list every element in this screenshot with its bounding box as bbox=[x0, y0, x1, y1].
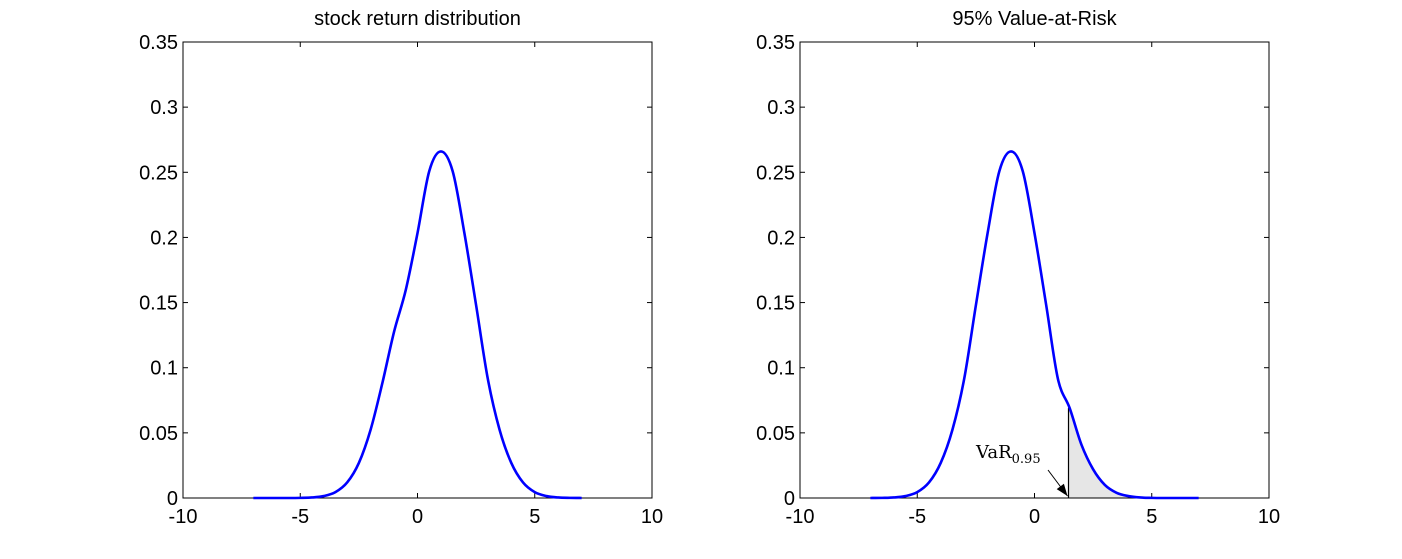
y-tick-label: 0.3 bbox=[150, 97, 178, 119]
x-tick-label: -10 bbox=[169, 506, 198, 528]
var-annotation-arrowhead bbox=[1056, 483, 1068, 496]
y-tick-label: 0.05 bbox=[139, 423, 178, 445]
plot-area-frame bbox=[182, 41, 653, 499]
axis-ticks bbox=[799, 41, 1270, 499]
var-label-main: VaR bbox=[975, 442, 1012, 463]
x-tick-label: -5 bbox=[908, 506, 926, 528]
y-tick-label: 0.3 bbox=[767, 97, 795, 119]
y-tick-label: 0 bbox=[784, 488, 795, 510]
x-tick-label: 10 bbox=[1258, 506, 1280, 528]
series-line bbox=[870, 150, 1199, 500]
chart-title: 95% Value-at-Risk bbox=[952, 8, 1117, 30]
x-axis-tick-labels: -10 -5 0 5 10 bbox=[786, 506, 1281, 528]
left-chart-panel: stock return distribution -10 -5 0 5 10 0 0.0… bbox=[139, 8, 663, 528]
x-tick-label: 10 bbox=[641, 506, 663, 528]
var-label-subscript: 0.95 bbox=[1012, 452, 1041, 467]
x-tick-label: 0 bbox=[412, 506, 423, 528]
y-tick-label: 0.35 bbox=[756, 32, 795, 54]
y-tick-label: 0.2 bbox=[767, 227, 795, 249]
x-tick-label: 5 bbox=[1146, 506, 1157, 528]
y-axis-tick-labels: 0 0.05 0.1 0.15 0.2 0.25 0.3 0.35 bbox=[139, 32, 178, 510]
x-tick-label: -5 bbox=[291, 506, 309, 528]
y-tick-label: 0.15 bbox=[139, 293, 178, 315]
x-tick-label: 5 bbox=[529, 506, 540, 528]
x-axis-tick-labels: -10 -5 0 5 10 bbox=[169, 506, 664, 528]
y-tick-label: 0.25 bbox=[139, 162, 178, 184]
y-axis-tick-labels: 0 0.05 0.1 0.15 0.2 0.25 0.3 0.35 bbox=[756, 32, 795, 510]
series-group bbox=[870, 150, 1199, 500]
plot-area-frame bbox=[799, 41, 1270, 499]
y-tick-label: 0.35 bbox=[139, 32, 178, 54]
y-tick-label: 0 bbox=[167, 488, 178, 510]
y-tick-label: 0.25 bbox=[756, 162, 795, 184]
axis-ticks bbox=[182, 41, 653, 499]
series-line bbox=[253, 150, 582, 500]
y-tick-label: 0.05 bbox=[756, 423, 795, 445]
y-tick-label: 0.2 bbox=[150, 227, 178, 249]
series-group bbox=[253, 150, 582, 500]
y-tick-label: 0.1 bbox=[150, 358, 178, 380]
chart-title: stock return distribution bbox=[314, 8, 521, 30]
var-annotation: VaR0.95 bbox=[975, 442, 1068, 497]
right-chart-panel: 95% Value-at-Risk -10 -5 0 5 10 0 0.05 0.1 0.15… bbox=[756, 8, 1280, 528]
y-tick-label: 0.15 bbox=[756, 293, 795, 315]
x-tick-label: 0 bbox=[1029, 506, 1040, 528]
y-tick-label: 0.1 bbox=[767, 358, 795, 380]
x-tick-label: -10 bbox=[786, 506, 815, 528]
var-annotation-label: VaR0.95 bbox=[975, 442, 1041, 467]
